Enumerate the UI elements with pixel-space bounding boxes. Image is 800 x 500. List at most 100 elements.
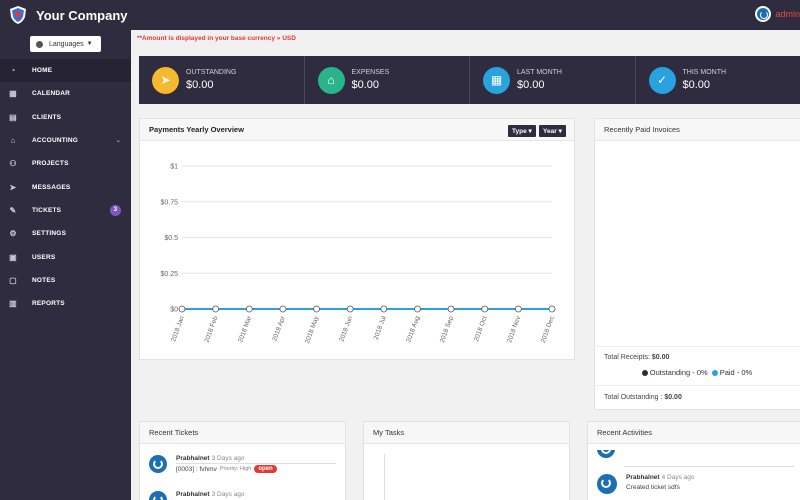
legend-entry: Outstanding - 0% bbox=[641, 368, 708, 377]
timeline-line bbox=[384, 454, 385, 500]
data-point[interactable] bbox=[313, 305, 320, 313]
y-tick-label: $0.75 bbox=[160, 199, 178, 206]
x-tick-label: 2018 Apr bbox=[271, 315, 287, 343]
activity-item[interactable]: Prabhalnet 4 Days ago Created ticket sdfs bbox=[597, 474, 694, 494]
y-tick-label: $0 bbox=[170, 307, 178, 314]
caret-down-icon: ▾ bbox=[558, 128, 562, 135]
sidebar-item-label: PROJECTS bbox=[32, 160, 69, 168]
ticket-author: Prabhalnet bbox=[176, 455, 210, 462]
data-point[interactable] bbox=[346, 305, 354, 313]
stat-last-month[interactable]: ▦ LAST MONTH $0.00 bbox=[470, 56, 636, 104]
bank-icon: ⌂ bbox=[10, 136, 16, 146]
languages-label: Languages bbox=[49, 40, 84, 48]
sidebar-item-calendar[interactable]: ▦ CALENDAR bbox=[0, 82, 131, 105]
recently-paid-invoices-panel: Recently Paid Invoices Total Receipts: $… bbox=[594, 118, 800, 410]
legend-entry: Paid - 0% bbox=[711, 368, 752, 377]
sidebar-item-label: HOME bbox=[32, 67, 53, 75]
user-avatar-icon[interactable] bbox=[755, 6, 772, 22]
year-dropdown-button[interactable]: Year ▾ bbox=[539, 125, 566, 137]
caret-down-icon: ▼ bbox=[86, 41, 93, 47]
data-point[interactable] bbox=[414, 305, 421, 313]
sidebar-item-messages[interactable]: ➤ MESSAGES bbox=[0, 175, 131, 198]
ticket-time: 3 Days ago bbox=[211, 455, 245, 462]
sidebar-item-notes[interactable]: ▢ NOTES bbox=[0, 269, 131, 292]
sidebar: Languages ▼ ◔ HOME ▦ CALENDAR ▤ CLIENTS ⌂ ACCOU… bbox=[0, 30, 131, 500]
sidebar-item-label: REPORTS bbox=[32, 300, 65, 308]
paper-plane-icon: ➤ bbox=[152, 66, 179, 94]
sidebar-item-label: SETTINGS bbox=[32, 230, 67, 238]
sidebar-item-home[interactable]: ◔ HOME bbox=[0, 59, 131, 83]
sidebar-item-users[interactable]: ▣ USERS bbox=[0, 245, 131, 268]
sidebar-item-label: NOTES bbox=[32, 276, 56, 284]
panel-title: Payments Yearly Overview bbox=[140, 119, 574, 141]
company-name[interactable]: Your Company bbox=[36, 7, 128, 23]
globe-icon bbox=[36, 40, 43, 48]
sidebar-item-label: MESSAGES bbox=[32, 183, 71, 191]
stat-value: $0.00 bbox=[186, 79, 214, 91]
ticket-priority: Priority: High bbox=[219, 466, 252, 472]
sidebar-item-label: CALENDAR bbox=[32, 90, 71, 98]
my-tasks-panel: My Tasks bbox=[363, 421, 570, 500]
sidebar-item-label: ACCOUNTING bbox=[32, 137, 79, 145]
user-name[interactable]: admin bbox=[775, 9, 800, 19]
top-bar: Your Company admin bbox=[0, 0, 800, 30]
building-icon: ▤ bbox=[9, 112, 17, 122]
ticket-item[interactable]: Prabhalnet 3 Days ago [0003] : fvhmv Prio… bbox=[149, 455, 277, 473]
stats-bar: ➤ OUTSTANDING $0.00 ⌂ EXPENSES $0.00 ▦ LAST MON… bbox=[139, 56, 800, 104]
data-point[interactable] bbox=[380, 305, 388, 313]
data-point[interactable] bbox=[481, 305, 489, 313]
x-tick-label: 2018 Oct bbox=[473, 315, 489, 342]
user-avatar-icon bbox=[597, 450, 615, 458]
stat-outstanding[interactable]: ➤ OUTSTANDING $0.00 bbox=[139, 56, 305, 104]
stat-label: EXPENSES bbox=[351, 69, 390, 76]
note-icon: ▢ bbox=[9, 275, 17, 285]
user-menu[interactable]: admin bbox=[755, 6, 800, 22]
x-tick-label: 2018 Feb bbox=[204, 315, 220, 344]
ticket-time: 3 Days ago bbox=[211, 491, 245, 498]
recent-tickets-panel: Recent Tickets Prabhalnet 3 Days ago [000… bbox=[139, 421, 346, 500]
data-point[interactable] bbox=[447, 305, 455, 313]
tickets-count-badge: 3 bbox=[110, 204, 121, 216]
recent-activities-panel: Recent Activities Prabhalnet 4 Days ago C… bbox=[587, 421, 800, 500]
sidebar-item-label: USERS bbox=[32, 253, 56, 261]
ticket-status-badge: open bbox=[254, 465, 277, 473]
sidebar-item-clients[interactable]: ▤ CLIENTS bbox=[0, 106, 131, 129]
languages-dropdown[interactable]: Languages ▼ bbox=[30, 36, 101, 52]
x-tick-label: 2018 May bbox=[304, 315, 321, 345]
data-point[interactable] bbox=[212, 305, 220, 313]
caret-down-icon: ▾ bbox=[528, 128, 532, 135]
activity-author: Prabhalnet bbox=[626, 474, 660, 481]
data-point[interactable] bbox=[178, 305, 186, 313]
data-point[interactable] bbox=[279, 305, 287, 313]
invoice-legend: Outstanding - 0% Paid - 0% bbox=[595, 368, 800, 377]
panel-title: My Tasks bbox=[364, 422, 569, 444]
sidebar-item-settings[interactable]: ⚙ SETTINGS bbox=[0, 222, 131, 245]
x-tick-label: 2018 Jan bbox=[170, 315, 186, 343]
data-point[interactable] bbox=[548, 305, 556, 313]
legend-label: Outstanding - 0% bbox=[649, 368, 708, 377]
activity-text: Created ticket sdfs bbox=[626, 484, 680, 491]
user-avatar-icon bbox=[149, 491, 167, 500]
sidebar-item-tickets[interactable]: ✎ TICKETS 3 bbox=[0, 199, 131, 222]
stat-expenses[interactable]: ⌂ EXPENSES $0.00 bbox=[305, 56, 470, 104]
panel-title: Recently Paid Invoices bbox=[595, 119, 800, 141]
chevron-down-icon: ⌄ bbox=[115, 138, 121, 145]
speedometer-icon: ◔ bbox=[10, 66, 16, 76]
sidebar-item-reports[interactable]: ▥ REPORTS bbox=[0, 292, 131, 315]
people-icon: ⚇ bbox=[9, 159, 17, 169]
shield-logo-icon[interactable] bbox=[10, 6, 26, 24]
type-dropdown-button[interactable]: Type ▾ bbox=[508, 125, 536, 137]
data-point[interactable] bbox=[245, 305, 253, 313]
y-tick-label: $1 bbox=[170, 164, 178, 171]
ticket-item[interactable]: Prabhalnet 3 Days ago bbox=[149, 491, 244, 500]
total-outstanding: Total Outstanding : $0.00 bbox=[595, 385, 800, 401]
x-tick-label: 2018 Aug bbox=[405, 315, 421, 344]
stat-this-month[interactable]: ✓ THIS MONTH $0.00 bbox=[636, 56, 800, 104]
sidebar-item-accounting[interactable]: ⌂ ACCOUNTING ⌄ bbox=[0, 129, 131, 152]
data-point[interactable] bbox=[514, 305, 522, 313]
wrench-icon: ✎ bbox=[9, 205, 17, 215]
total-outstanding-value: $0.00 bbox=[664, 394, 682, 401]
bank-icon: ⌂ bbox=[317, 66, 345, 94]
total-receipts-label: Total Receipts: bbox=[604, 354, 650, 361]
sidebar-item-projects[interactable]: ⚇ PROJECTS bbox=[0, 152, 131, 175]
